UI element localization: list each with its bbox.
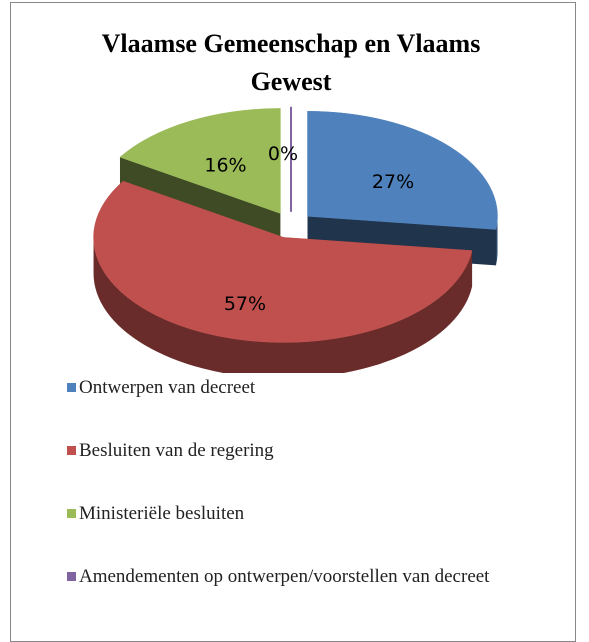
legend: Ontwerpen van decreet Besluiten van de re… bbox=[61, 375, 561, 627]
legend-item: Besluiten van de regering bbox=[61, 438, 561, 501]
legend-label: Ministeriële besluiten bbox=[79, 503, 245, 524]
data-label: 16% bbox=[204, 155, 246, 177]
slice bbox=[307, 111, 498, 230]
data-label: 57% bbox=[224, 293, 266, 315]
slice bbox=[119, 108, 281, 214]
legend-label: Amendementen op ontwerpen/voorstellen va… bbox=[79, 566, 490, 587]
legend-swatch bbox=[67, 572, 76, 581]
slice bbox=[93, 180, 473, 343]
data-label: 0% bbox=[268, 143, 298, 165]
legend-swatch bbox=[67, 383, 76, 392]
chart-title: Vlaamse Gemeenschap en Vlaams Gewest bbox=[101, 29, 481, 96]
chart-frame: Vlaamse Gemeenschap en Vlaams Gewest 27%… bbox=[10, 2, 576, 642]
legend-item: Amendementen op ontwerpen/voorstellen va… bbox=[61, 564, 561, 627]
legend-label: Ontwerpen van decreet bbox=[79, 377, 256, 398]
pie-chart: 27% 57% 16% 0% bbox=[93, 106, 498, 373]
data-label: 27% bbox=[372, 171, 414, 193]
legend-label: Besluiten van de regering bbox=[79, 440, 274, 461]
legend-item: Ministeriële besluiten bbox=[61, 501, 561, 564]
legend-item: Ontwerpen van decreet bbox=[61, 375, 561, 438]
data-labels: 27% 57% 16% 0% bbox=[204, 143, 414, 315]
legend-swatch bbox=[67, 509, 76, 518]
slice-wall bbox=[93, 237, 473, 373]
slice-tops bbox=[93, 106, 498, 343]
legend-swatch bbox=[67, 446, 76, 455]
